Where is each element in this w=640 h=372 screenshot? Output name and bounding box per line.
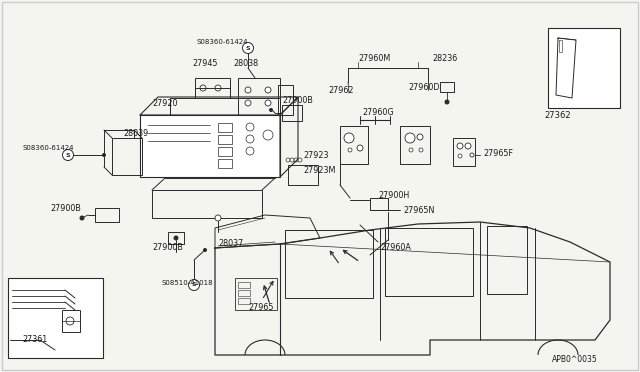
Circle shape xyxy=(457,143,463,149)
Circle shape xyxy=(348,148,352,152)
Bar xyxy=(95,208,119,222)
Text: 28236: 28236 xyxy=(432,54,457,62)
Bar xyxy=(400,126,430,164)
Text: S08510-41018: S08510-41018 xyxy=(162,280,214,286)
Text: APB0^0035: APB0^0035 xyxy=(552,356,598,365)
Circle shape xyxy=(189,279,200,291)
Circle shape xyxy=(417,134,423,140)
Circle shape xyxy=(419,148,423,152)
Text: 27361: 27361 xyxy=(22,336,47,344)
Circle shape xyxy=(458,154,462,158)
Bar xyxy=(385,228,473,296)
Bar xyxy=(278,85,293,115)
Text: 28038: 28038 xyxy=(233,58,258,67)
Bar xyxy=(140,115,280,177)
Circle shape xyxy=(298,158,302,162)
Circle shape xyxy=(445,100,449,104)
Circle shape xyxy=(465,143,471,149)
Text: 27920: 27920 xyxy=(152,99,177,108)
Circle shape xyxy=(246,123,254,131)
Bar xyxy=(168,232,184,244)
Text: 27900H: 27900H xyxy=(378,190,409,199)
Text: S: S xyxy=(66,153,70,157)
Circle shape xyxy=(174,236,178,240)
Bar xyxy=(235,278,277,310)
Bar xyxy=(238,290,250,296)
Text: 27923: 27923 xyxy=(303,151,328,160)
Bar xyxy=(238,298,250,304)
Circle shape xyxy=(265,100,271,106)
Text: 27965F: 27965F xyxy=(483,148,513,157)
Circle shape xyxy=(80,216,84,220)
Text: 27945: 27945 xyxy=(192,58,218,67)
Text: 27900B: 27900B xyxy=(152,243,183,251)
Bar xyxy=(195,78,230,98)
Text: 27900B: 27900B xyxy=(50,203,81,212)
Circle shape xyxy=(66,317,74,325)
Circle shape xyxy=(357,145,363,151)
Circle shape xyxy=(204,248,207,251)
Bar xyxy=(340,126,368,164)
Text: 27960D: 27960D xyxy=(408,83,440,92)
Circle shape xyxy=(243,42,253,54)
Circle shape xyxy=(265,87,271,93)
Circle shape xyxy=(215,215,221,221)
Text: 28039: 28039 xyxy=(123,128,148,138)
Bar xyxy=(548,28,620,108)
Bar xyxy=(440,82,454,92)
Bar xyxy=(453,138,475,166)
Text: 27362: 27362 xyxy=(545,110,572,119)
Circle shape xyxy=(344,133,354,143)
Circle shape xyxy=(263,130,273,140)
Bar xyxy=(218,159,232,168)
Bar xyxy=(238,78,280,115)
Text: S08360-61424: S08360-61424 xyxy=(22,145,74,151)
Text: 27960A: 27960A xyxy=(380,244,411,253)
Bar xyxy=(8,278,103,358)
Text: 27923M: 27923M xyxy=(303,166,335,174)
Circle shape xyxy=(102,154,106,157)
Circle shape xyxy=(246,135,254,143)
Circle shape xyxy=(246,147,254,155)
Bar xyxy=(112,138,142,175)
Circle shape xyxy=(290,158,294,162)
Text: S: S xyxy=(192,282,196,288)
Circle shape xyxy=(215,85,221,91)
Text: 27960M: 27960M xyxy=(358,54,390,62)
Text: 27960G: 27960G xyxy=(362,108,394,116)
Text: 27965: 27965 xyxy=(248,302,273,311)
Circle shape xyxy=(405,133,415,143)
Bar xyxy=(370,198,388,210)
Circle shape xyxy=(269,109,273,112)
Circle shape xyxy=(245,87,251,93)
Bar xyxy=(218,135,232,144)
Circle shape xyxy=(286,158,290,162)
Bar xyxy=(285,230,373,298)
Bar xyxy=(218,123,232,132)
Circle shape xyxy=(200,85,206,91)
Circle shape xyxy=(245,100,251,106)
Bar xyxy=(218,147,232,156)
Bar xyxy=(288,165,318,185)
Text: 27962: 27962 xyxy=(328,86,353,94)
Bar xyxy=(152,190,262,218)
Text: S08360-61424: S08360-61424 xyxy=(196,39,248,45)
Circle shape xyxy=(294,158,298,162)
Circle shape xyxy=(409,148,413,152)
Text: 28037: 28037 xyxy=(218,240,243,248)
Bar xyxy=(238,282,250,288)
Bar xyxy=(282,105,302,121)
Text: 27900B: 27900B xyxy=(282,96,313,105)
Circle shape xyxy=(470,153,474,157)
Bar xyxy=(62,310,80,332)
Circle shape xyxy=(63,150,74,160)
Text: S: S xyxy=(246,45,250,51)
Bar xyxy=(487,226,527,294)
Text: 27965N: 27965N xyxy=(403,205,435,215)
